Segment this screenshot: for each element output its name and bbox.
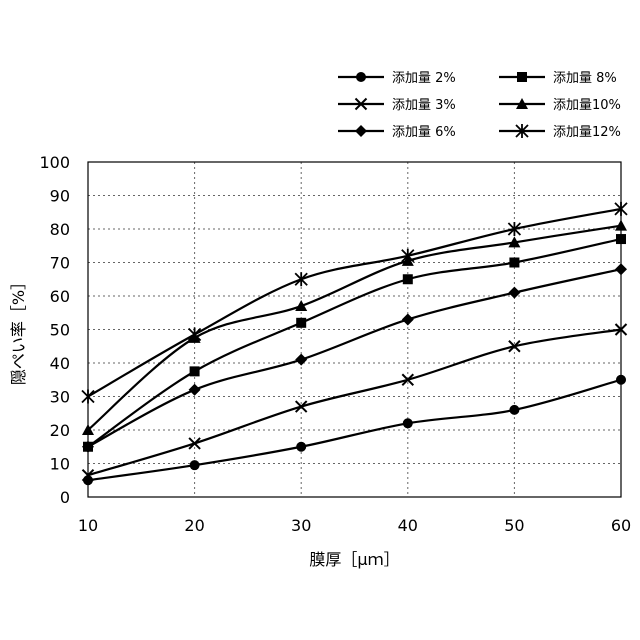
data-point xyxy=(190,366,200,376)
data-point xyxy=(509,258,519,268)
y-axis-title: 隠ぺい率［%］ xyxy=(9,274,28,385)
grid-lines xyxy=(88,162,621,497)
data-point xyxy=(296,318,306,328)
legend-item: 添加量 2% xyxy=(338,71,456,86)
data-point xyxy=(403,274,413,284)
data-point xyxy=(82,390,94,404)
legend-marker xyxy=(517,72,527,82)
legend-label: 添加量 3% xyxy=(392,98,456,113)
y-tick-label: 40 xyxy=(50,354,70,373)
series-diamond xyxy=(82,263,627,453)
legend-marker xyxy=(356,72,366,82)
y-tick-label: 30 xyxy=(50,388,70,407)
legend: 添加量 2% 添加量 3% 添加量 6% 添加量 8% 添加量10% 添加量12% xyxy=(338,71,621,140)
y-tick-label: 80 xyxy=(50,220,70,239)
x-axis-title: 膜厚［μｍ］ xyxy=(309,550,399,569)
legend-item: 添加量 3% xyxy=(338,98,456,113)
tick-labels: 0 10 20 30 40 50 60 70 80 90 100 10 20 30 40 50 60 xyxy=(39,153,631,535)
series-lines xyxy=(82,202,627,485)
y-tick-label: 20 xyxy=(50,421,70,440)
data-point xyxy=(83,442,93,452)
y-tick-label: 10 xyxy=(50,455,70,474)
legend-label: 添加量12% xyxy=(553,125,621,140)
data-point xyxy=(295,354,307,366)
data-point xyxy=(615,220,627,231)
x-tick-label: 60 xyxy=(611,516,631,535)
data-point xyxy=(509,405,519,415)
legend-marker xyxy=(355,125,367,137)
legend-label: 添加量 8% xyxy=(553,71,617,86)
series-line xyxy=(88,239,621,447)
legend-item: 添加量 8% xyxy=(499,71,617,86)
series-star xyxy=(82,202,627,404)
data-point xyxy=(296,442,306,452)
data-point xyxy=(402,313,414,325)
y-tick-label: 60 xyxy=(50,287,70,306)
legend-label: 添加量10% xyxy=(553,98,621,113)
x-tick-label: 30 xyxy=(291,516,311,535)
data-point xyxy=(403,418,413,428)
data-point xyxy=(508,287,520,299)
legend-item: 添加量 6% xyxy=(338,125,456,140)
data-point xyxy=(295,272,307,286)
legend-label: 添加量 2% xyxy=(392,71,456,86)
y-tick-label: 90 xyxy=(50,187,70,206)
y-tick-label: 70 xyxy=(50,254,70,273)
x-tick-label: 50 xyxy=(504,516,524,535)
data-point xyxy=(83,475,93,485)
y-tick-label: 0 xyxy=(60,488,70,507)
y-tick-label: 100 xyxy=(39,153,70,172)
legend-item: 添加量10% xyxy=(499,98,621,113)
data-point xyxy=(615,263,627,275)
legend-item: 添加量12% xyxy=(499,124,621,140)
data-point xyxy=(616,234,626,244)
data-point xyxy=(190,460,200,470)
x-tick-label: 10 xyxy=(78,516,98,535)
data-point xyxy=(189,384,201,396)
x-tick-label: 20 xyxy=(184,516,204,535)
data-point xyxy=(616,375,626,385)
x-tick-label: 40 xyxy=(398,516,418,535)
legend-label: 添加量 6% xyxy=(392,125,456,140)
y-tick-label: 50 xyxy=(50,321,70,340)
